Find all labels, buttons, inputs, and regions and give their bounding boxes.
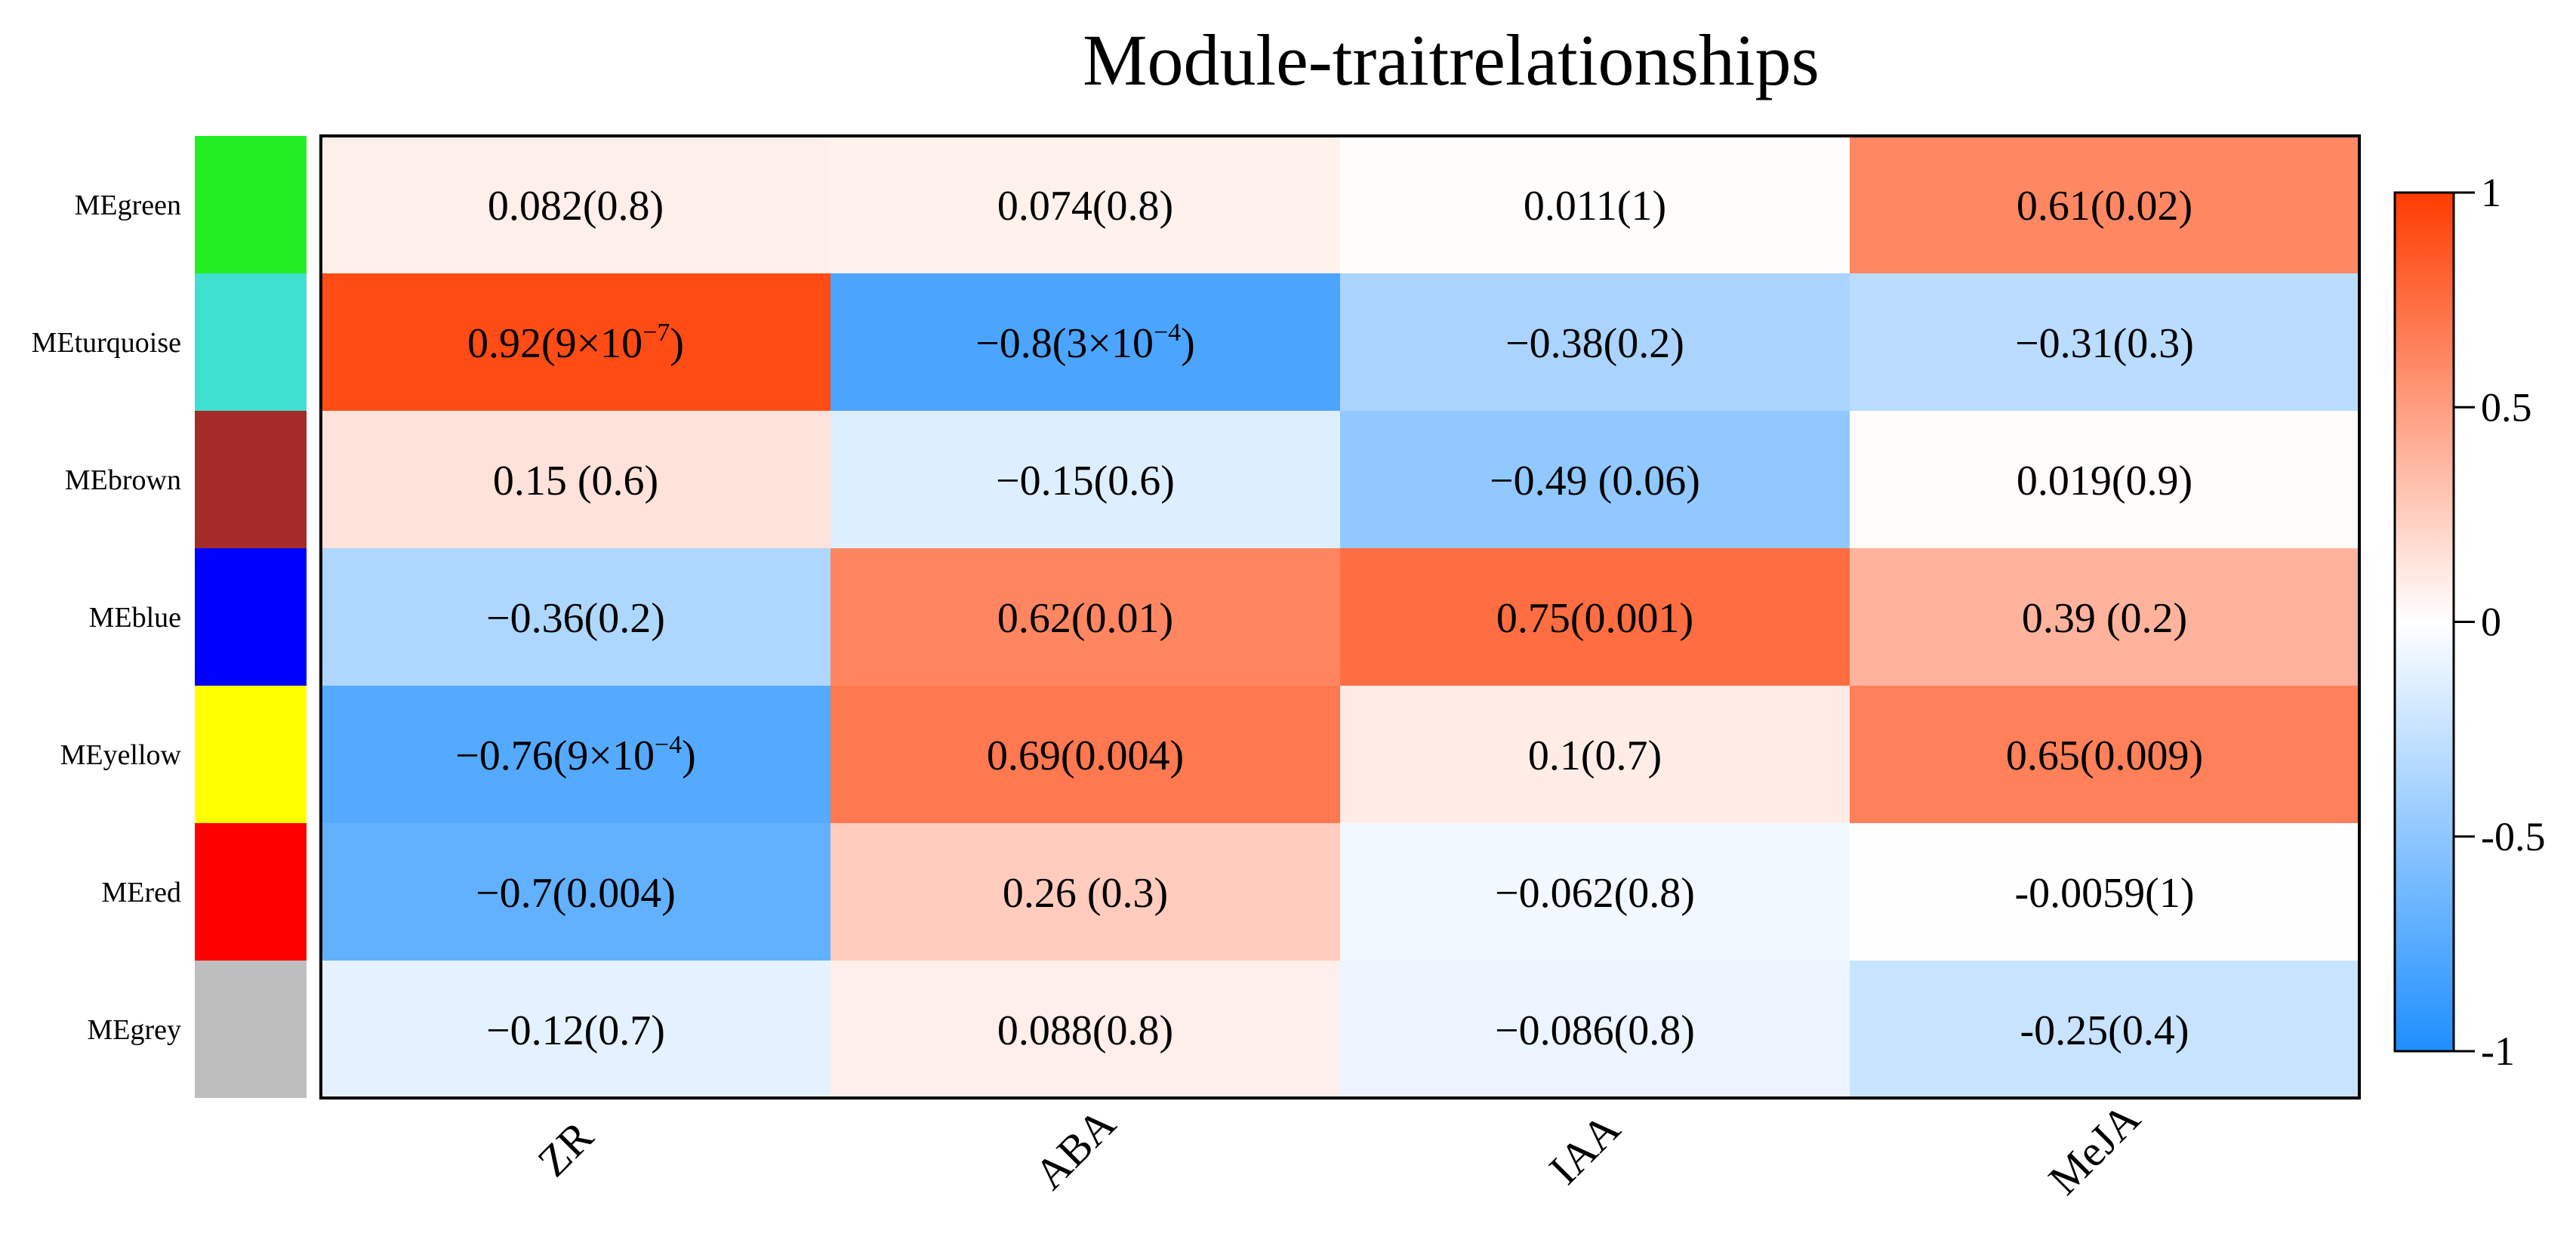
- heatmap-cell: [830, 823, 1340, 961]
- swatch-megrey: [195, 961, 307, 1098]
- swatch-mered: [195, 823, 307, 961]
- colorbar-gradient: [2393, 191, 2455, 1053]
- heatmap-cell: [321, 136, 830, 273]
- cell-value-label: 0.019(0.9): [2017, 458, 2192, 504]
- heatmap-cell: [321, 548, 830, 686]
- cell-value-label: −0.15(0.6): [996, 458, 1175, 504]
- swatch-meblue: [195, 548, 307, 686]
- row-label-mered: MEred: [101, 877, 181, 908]
- trait-labels: ZR ABA IAA MeJA: [528, 1093, 2149, 1204]
- cell-value-label: −0.49 (0.06): [1490, 458, 1700, 504]
- cell-value-label: 0.62(0.01): [997, 595, 1173, 642]
- cell-value-label: 0.26 (0.3): [1003, 870, 1168, 917]
- heatmap-cell: [1850, 686, 2359, 823]
- row-label-megreen: MEgreen: [75, 190, 181, 221]
- heatmap-cell: [1340, 961, 1850, 1098]
- cell-value-label: 0.082(0.8): [488, 183, 664, 230]
- colorbar-tick-label: 0: [2481, 600, 2501, 645]
- module-color-swatches: [195, 136, 307, 1098]
- cell-value-label: −0.38(0.2): [1505, 320, 1684, 367]
- heatmap-cell: [1850, 273, 2359, 411]
- module-labels: MEgreen MEturquoise MEbrown MEblue MEyellow M…: [32, 190, 182, 1046]
- heatmap-cell: [1850, 961, 2359, 1098]
- heatmap-cell: [321, 273, 830, 411]
- heatmap-cell: [321, 411, 830, 548]
- row-label-meblue: MEblue: [89, 602, 181, 634]
- cell-value-label: −0.31(0.3): [2015, 320, 2194, 367]
- chart-title: Module-traitrelationships: [1083, 20, 1820, 100]
- heatmap-cell: [1340, 823, 1850, 961]
- cell-value-label: −0.062(0.8): [1495, 870, 1695, 917]
- col-label-zr: ZR: [528, 1112, 603, 1186]
- colorbar-tick-label: -0.5: [2481, 814, 2545, 859]
- heatmap-cells: 0.082(0.8) 0.074(0.8) 0.011(1) 0.61(0.02) 0.…: [321, 136, 2359, 1098]
- col-label-meja: MeJA: [2039, 1093, 2149, 1204]
- heatmap-cell: [830, 411, 1340, 548]
- heatmap-cell: [830, 548, 1340, 686]
- colorbar-tick-label: -1: [2481, 1029, 2515, 1074]
- heatmap-cell: [1340, 273, 1850, 411]
- colorbar-tick-label: 1: [2481, 170, 2501, 215]
- heatmap-cell: [830, 273, 1340, 411]
- heatmap-cell: [1850, 136, 2359, 273]
- row-label-meyellow: MEyellow: [60, 739, 182, 771]
- cell-value-label: −0.7(0.004): [476, 870, 676, 917]
- heatmap-cell: [321, 686, 830, 823]
- cell-value-label: −0.086(0.8): [1495, 1007, 1695, 1054]
- swatch-mebrown: [195, 411, 307, 548]
- cell-value-label: 0.074(0.8): [997, 183, 1173, 230]
- cell-value-label: −0.8(3×10−4): [975, 319, 1195, 367]
- heatmap-cell: [1340, 686, 1850, 823]
- colorbar: 1 0.5 0 -0.5 -1: [2393, 170, 2545, 1074]
- heatmap-cell: [1850, 548, 2359, 686]
- row-label-megrey: MEgrey: [87, 1014, 181, 1046]
- cell-value-label: 0.011(1): [1524, 183, 1666, 230]
- cell-value-label: 0.75(0.001): [1496, 595, 1693, 642]
- heatmap-cell: [1340, 411, 1850, 548]
- col-label-aba: ABA: [1025, 1099, 1125, 1199]
- cell-value-label: 0.1(0.7): [1528, 732, 1662, 779]
- cell-value-label: −0.36(0.2): [486, 595, 665, 642]
- cell-value-label: -0.0059(1): [2015, 870, 2195, 917]
- cell-value-label: 0.69(0.004): [987, 732, 1184, 779]
- row-label-meturquoise: MEturquoise: [32, 327, 181, 359]
- heatmap-cell: [321, 823, 830, 961]
- heatmap-cell: [830, 961, 1340, 1098]
- cell-value-label: -0.25(0.4): [2020, 1007, 2189, 1054]
- heatmap-cell: [830, 686, 1340, 823]
- heatmap-cell: [1340, 136, 1850, 273]
- cell-value-label: −0.12(0.7): [486, 1007, 665, 1054]
- swatch-meyellow: [195, 686, 307, 823]
- cell-value-label: 0.15 (0.6): [493, 458, 658, 504]
- cell-value-label: 0.39 (0.2): [2022, 595, 2187, 642]
- swatch-megreen: [195, 136, 307, 273]
- heatmap-cell: [321, 961, 830, 1098]
- cell-value-label: 0.61(0.02): [2017, 183, 2192, 230]
- swatch-meturquoise: [195, 273, 307, 411]
- cell-value-label: −0.76(9×10−4): [455, 731, 696, 779]
- heatmap-cell: [1340, 548, 1850, 686]
- heatmap-frame: [319, 134, 2361, 1100]
- row-label-mebrown: MEbrown: [65, 464, 181, 496]
- cell-value-label: 0.088(0.8): [997, 1007, 1173, 1054]
- cell-value-label: 0.65(0.009): [2006, 732, 2203, 779]
- colorbar-tick-label: 0.5: [2481, 384, 2532, 430]
- heatmap-cell: [830, 136, 1340, 273]
- heatmap-cell: [1850, 823, 2359, 961]
- col-label-iaa: IAA: [1539, 1104, 1629, 1194]
- heatmap-cell: [1850, 411, 2359, 548]
- cell-value-label: 0.92(9×10−7): [467, 319, 684, 367]
